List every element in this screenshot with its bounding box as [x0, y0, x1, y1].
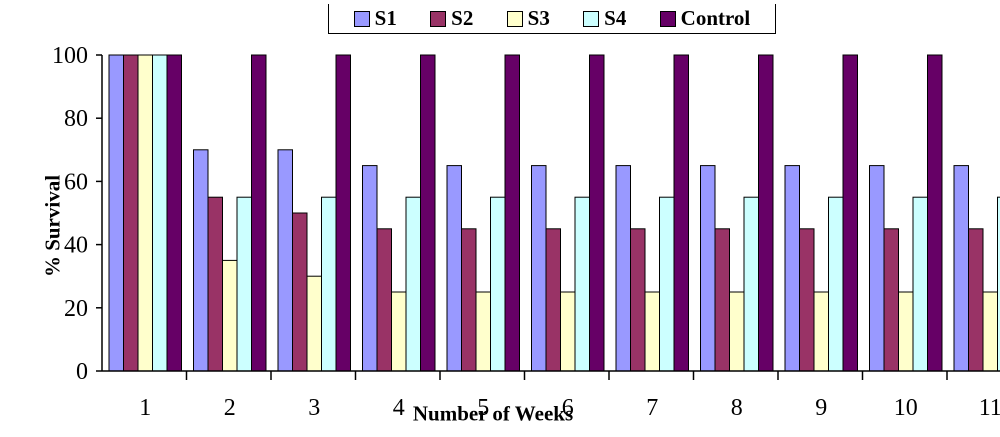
bar-s3-week-7	[644, 291, 660, 372]
y-tick-label-100: 100	[52, 43, 88, 69]
legend-swatch-control	[659, 10, 676, 27]
x-tick-label-10: 10	[894, 395, 918, 421]
bar-control-week-1	[166, 54, 182, 372]
bar-s4-week-7	[659, 196, 675, 372]
bar-s2-week-6	[545, 228, 561, 372]
legend-swatch-s4	[583, 10, 600, 27]
bar-control-week-8	[758, 54, 774, 372]
y-tick-label-0: 0	[76, 359, 88, 385]
legend-item-s4: S4	[583, 6, 626, 31]
x-tick-label-8: 8	[731, 395, 743, 421]
legend-item-s3: S3	[506, 6, 550, 31]
bar-s4-week-9	[828, 196, 844, 372]
bar-control-week-5	[504, 54, 520, 372]
legend-item-control: Control	[659, 6, 751, 31]
y-tick-label-40: 40	[64, 233, 88, 259]
bar-s2-week-10	[883, 228, 899, 372]
bar-s1-week-2	[193, 149, 209, 372]
bar-control-week-3	[335, 54, 351, 372]
bar-s3-week-9	[813, 291, 829, 372]
bar-s1-week-8	[700, 165, 716, 372]
bar-control-week-10	[927, 54, 943, 372]
bar-s1-week-5	[446, 165, 462, 372]
bar-s1-week-6	[531, 165, 547, 372]
legend-label-s2: S2	[451, 6, 474, 30]
x-tick-label-9: 9	[815, 395, 827, 421]
bar-s4-week-5	[490, 196, 506, 372]
legend-label-s3: S3	[527, 6, 550, 30]
x-tick-label-6: 6	[562, 395, 574, 421]
legend-swatch-s3	[506, 10, 523, 27]
bar-s4-week-6	[574, 196, 590, 372]
bar-control-week-6	[589, 54, 605, 372]
bar-s1-week-4	[362, 165, 378, 372]
bar-s2-week-7	[630, 228, 646, 372]
bar-s3-week-4	[391, 291, 407, 372]
x-tick-label-1: 1	[139, 395, 151, 421]
legend-swatch-s2	[430, 10, 447, 27]
bar-s1-week-9	[784, 165, 800, 372]
bar-s2-week-2	[207, 196, 223, 372]
bar-s2-week-11	[968, 228, 984, 372]
bar-s4-week-4	[405, 196, 421, 372]
bar-s4-week-8	[743, 196, 759, 372]
bar-s4-week-3	[321, 196, 337, 372]
bar-s3-week-2	[222, 259, 238, 372]
legend-label-s1: S1	[374, 6, 397, 30]
bar-s4-week-1	[152, 54, 168, 372]
y-tick-label-80: 80	[64, 106, 88, 132]
bar-s4-week-2	[236, 196, 252, 372]
bar-s1-week-1	[108, 54, 124, 372]
x-tick-label-3: 3	[308, 395, 320, 421]
x-tick-label-5: 5	[477, 395, 489, 421]
y-tick-label-20: 20	[64, 296, 88, 322]
bar-s2-week-4	[376, 228, 392, 372]
x-tick-label-11: 11	[979, 395, 1000, 421]
bar-control-week-4	[420, 54, 436, 372]
legend-item-s1: S1	[353, 6, 397, 31]
legend-item-s2: S2	[430, 6, 473, 31]
bar-control-week-9	[842, 54, 858, 372]
bar-s3-week-11	[982, 291, 998, 372]
bar-s2-week-9	[799, 228, 815, 372]
x-axis-label: Number of Weeks	[412, 401, 574, 426]
y-axis-label: % Survival	[40, 174, 65, 278]
bar-s4-week-11	[997, 196, 1000, 372]
bar-s1-week-11	[953, 165, 969, 372]
bar-s3-week-1	[137, 54, 153, 372]
bar-s2-week-5	[461, 228, 477, 372]
bar-s1-week-3	[277, 149, 293, 372]
legend-label-control: Control	[680, 6, 751, 30]
x-tick-label-4: 4	[393, 395, 405, 421]
bar-s3-week-6	[560, 291, 576, 372]
x-tick-label-2: 2	[224, 395, 236, 421]
bar-s3-week-5	[475, 291, 491, 372]
x-tick-label-7: 7	[646, 395, 658, 421]
bar-s1-week-7	[615, 165, 631, 372]
bar-s3-week-3	[306, 275, 322, 372]
legend-label-s4: S4	[604, 6, 627, 30]
y-tick-label-60: 60	[64, 169, 88, 195]
legend: S1 S2 S3 S4 Control	[328, 4, 776, 34]
bar-s2-week-8	[714, 228, 730, 372]
bar-s2-week-1	[123, 54, 139, 372]
bar-s3-week-8	[729, 291, 745, 372]
bar-s4-week-10	[912, 196, 928, 372]
bar-control-week-7	[673, 54, 689, 372]
bar-s1-week-10	[869, 165, 885, 372]
bar-s2-week-3	[292, 212, 308, 372]
bar-control-week-2	[251, 54, 267, 372]
legend-swatch-s1	[353, 10, 370, 27]
bar-s3-week-10	[898, 291, 914, 372]
